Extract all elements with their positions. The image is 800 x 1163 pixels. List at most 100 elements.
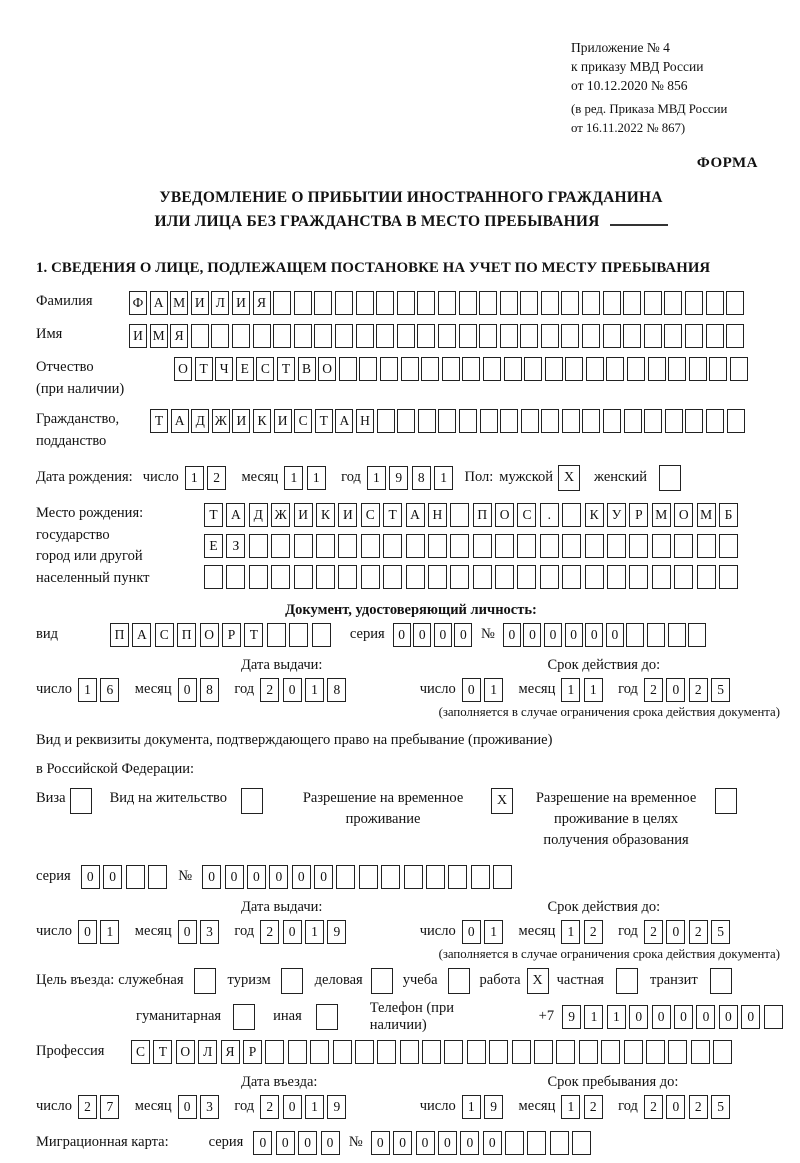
char-cell[interactable]: И (231, 290, 250, 315)
char-cell[interactable]: И (293, 502, 313, 527)
char-cell[interactable] (252, 323, 271, 348)
char-cell[interactable]: Л (211, 290, 230, 315)
char-cell[interactable] (541, 409, 560, 434)
char-cell[interactable] (503, 356, 522, 381)
char-cell[interactable]: Т (153, 1039, 173, 1064)
char-cell[interactable]: 0 (696, 1004, 716, 1029)
char-cell[interactable]: Ф (129, 290, 147, 315)
char-cell[interactable] (562, 502, 582, 527)
temp-residence-checkbox[interactable]: X (491, 787, 514, 814)
char-cell[interactable]: 1 (77, 677, 97, 702)
char-cell[interactable] (643, 290, 662, 315)
female-checkbox[interactable] (659, 464, 682, 491)
char-cell[interactable] (688, 356, 707, 381)
char-cell[interactable]: Ж (211, 409, 230, 434)
char-cell[interactable]: 0 (718, 1004, 738, 1029)
char-cell[interactable] (664, 290, 683, 315)
char-cell[interactable]: 0 (666, 677, 686, 702)
char-cell[interactable] (332, 1039, 352, 1064)
char-cell[interactable] (400, 356, 419, 381)
char-cell[interactable] (334, 323, 353, 348)
char-cell[interactable] (360, 564, 380, 589)
char-cell[interactable] (482, 356, 501, 381)
char-cell[interactable]: 1 (184, 465, 204, 490)
char-cell[interactable] (376, 409, 395, 434)
char-cell[interactable]: Т (244, 622, 264, 647)
char-cell[interactable] (231, 323, 250, 348)
char-cell[interactable] (685, 290, 704, 315)
char-cell[interactable] (422, 1039, 442, 1064)
char-cell[interactable] (479, 290, 498, 315)
char-cell[interactable]: 1 (583, 677, 603, 702)
char-cell[interactable]: 0 (629, 1004, 649, 1029)
char-cell[interactable] (520, 323, 539, 348)
char-cell[interactable] (718, 564, 738, 589)
study-checkbox[interactable] (447, 967, 470, 994)
char-cell[interactable] (248, 533, 268, 558)
char-cell[interactable] (450, 533, 470, 558)
char-cell[interactable]: С (517, 502, 537, 527)
char-cell[interactable] (338, 564, 358, 589)
char-cell[interactable]: 0 (282, 919, 302, 944)
char-cell[interactable] (287, 1039, 307, 1064)
char-cell[interactable]: 0 (502, 622, 521, 647)
char-cell[interactable]: 1 (304, 677, 324, 702)
char-cell[interactable]: 0 (437, 1130, 457, 1155)
char-cell[interactable] (667, 622, 686, 647)
char-cell[interactable]: 0 (202, 864, 222, 889)
char-cell[interactable]: 1 (461, 1094, 481, 1119)
char-cell[interactable] (376, 290, 395, 315)
char-cell[interactable]: 2 (260, 919, 280, 944)
char-cell[interactable]: 0 (413, 622, 432, 647)
char-cell[interactable] (396, 323, 415, 348)
char-cell[interactable]: 9 (562, 1004, 582, 1029)
other-checkbox[interactable] (315, 1003, 338, 1030)
char-cell[interactable]: С (294, 409, 313, 434)
char-cell[interactable] (726, 290, 745, 315)
char-cell[interactable]: О (174, 356, 192, 381)
char-cell[interactable]: 0 (224, 864, 244, 889)
char-cell[interactable]: 0 (523, 622, 542, 647)
char-cell[interactable] (602, 323, 621, 348)
char-cell[interactable]: 9 (484, 1094, 504, 1119)
transit-checkbox[interactable] (709, 967, 732, 994)
char-cell[interactable] (629, 564, 649, 589)
char-cell[interactable]: Е (204, 533, 223, 558)
char-cell[interactable]: И (190, 290, 209, 315)
char-cell[interactable]: 0 (544, 622, 563, 647)
char-cell[interactable]: Е (235, 356, 254, 381)
char-cell[interactable] (524, 356, 543, 381)
char-cell[interactable]: К (315, 502, 335, 527)
char-cell[interactable] (311, 622, 331, 647)
char-cell[interactable] (265, 1039, 285, 1064)
char-cell[interactable]: 2 (688, 677, 708, 702)
char-cell[interactable] (314, 323, 333, 348)
char-cell[interactable] (561, 409, 580, 434)
char-cell[interactable] (355, 290, 374, 315)
char-cell[interactable] (534, 1039, 554, 1064)
char-cell[interactable] (417, 409, 436, 434)
business-checkbox[interactable] (193, 967, 216, 994)
char-cell[interactable] (688, 622, 707, 647)
char-cell[interactable]: 0 (282, 677, 302, 702)
char-cell[interactable] (505, 1130, 525, 1155)
visa-checkbox[interactable] (69, 787, 92, 814)
char-cell[interactable]: Я (220, 1039, 240, 1064)
temp-residence-education-checkbox[interactable] (715, 787, 738, 814)
char-cell[interactable] (383, 533, 403, 558)
char-cell[interactable] (517, 533, 537, 558)
char-cell[interactable] (444, 1039, 464, 1064)
char-cell[interactable]: 2 (688, 919, 708, 944)
char-cell[interactable]: П (110, 622, 129, 647)
char-cell[interactable] (336, 864, 356, 889)
char-cell[interactable]: 2 (688, 1094, 708, 1119)
char-cell[interactable]: 1 (434, 465, 454, 490)
char-cell[interactable] (334, 290, 353, 315)
char-cell[interactable]: С (256, 356, 275, 381)
char-cell[interactable]: 2 (583, 1094, 603, 1119)
char-cell[interactable] (450, 564, 470, 589)
char-cell[interactable]: 2 (643, 677, 663, 702)
char-cell[interactable]: О (199, 622, 219, 647)
char-cell[interactable]: 8 (200, 677, 219, 702)
char-cell[interactable] (539, 533, 559, 558)
